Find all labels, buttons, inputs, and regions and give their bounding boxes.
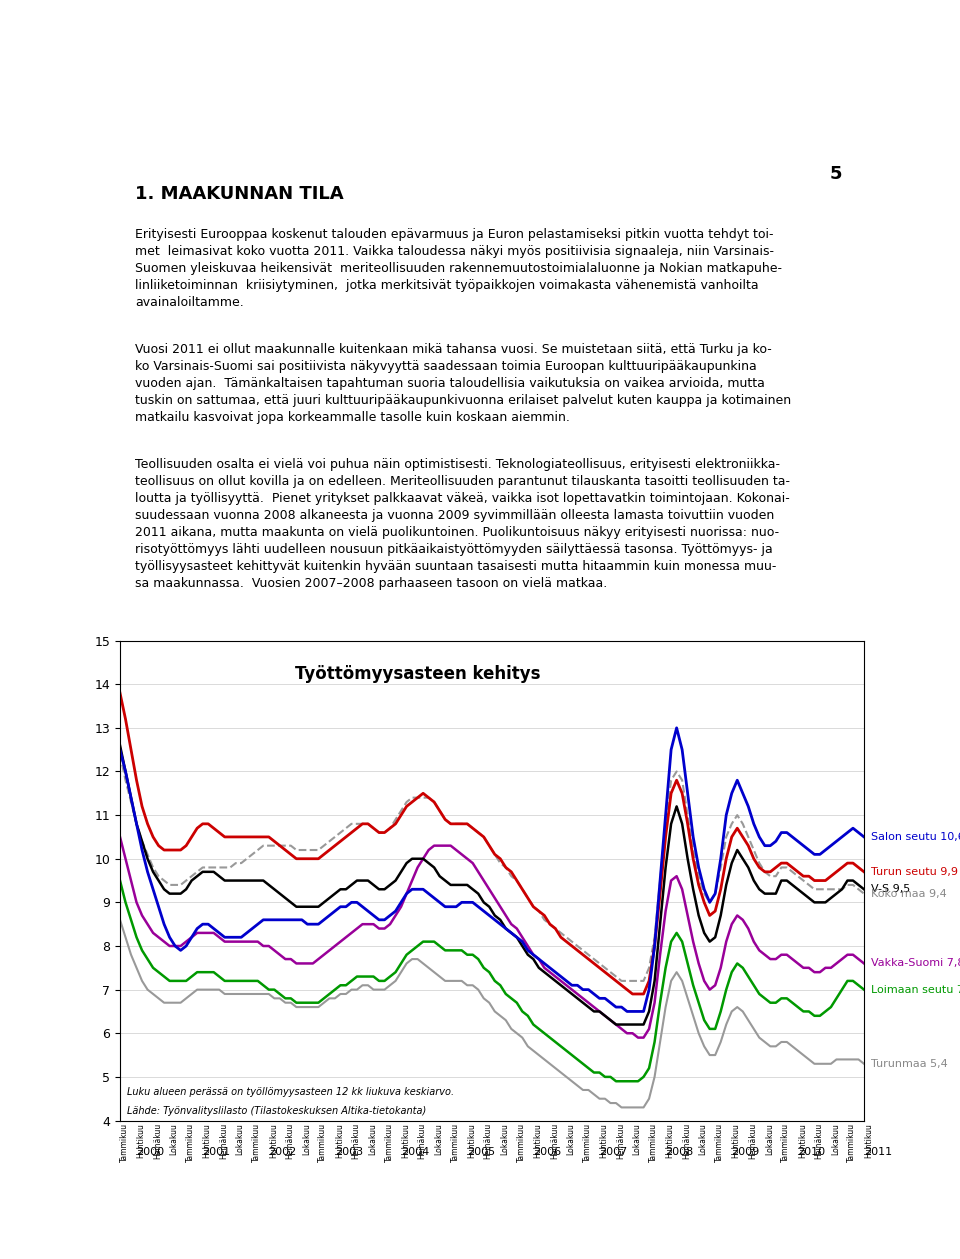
Text: 2000: 2000 bbox=[136, 1147, 164, 1157]
Text: Vuosi 2011 ei ollut maakunnalle kuitenkaan mikä tahansa vuosi. Se muistetaan sii: Vuosi 2011 ei ollut maakunnalle kuitenka… bbox=[134, 342, 791, 424]
Text: Lokakuu: Lokakuu bbox=[633, 1123, 641, 1155]
Text: Lokakuu: Lokakuu bbox=[831, 1123, 840, 1155]
Text: 1. MAAKUNNAN TILA: 1. MAAKUNNAN TILA bbox=[134, 185, 344, 203]
Text: Huhtikuu: Huhtikuu bbox=[468, 1123, 476, 1157]
Text: Teollisuuden osalta ei vielä voi puhua näin optimistisesti. Teknologiateollisuus: Teollisuuden osalta ei vielä voi puhua n… bbox=[134, 458, 790, 590]
Text: Lokakuu: Lokakuu bbox=[566, 1123, 575, 1155]
Text: Heinäkuu: Heinäkuu bbox=[616, 1123, 625, 1160]
Text: 2001: 2001 bbox=[203, 1147, 230, 1157]
Text: Vakka-Suomi 7,8: Vakka-Suomi 7,8 bbox=[871, 958, 960, 968]
Text: 2002: 2002 bbox=[269, 1147, 297, 1157]
Text: Heinäkuu: Heinäkuu bbox=[814, 1123, 824, 1160]
Text: Salon seutu 10,6: Salon seutu 10,6 bbox=[871, 832, 960, 842]
Text: Lokakuu: Lokakuu bbox=[699, 1123, 708, 1155]
Text: Tammikuu: Tammikuu bbox=[583, 1123, 592, 1162]
Text: Tammikuu: Tammikuu bbox=[450, 1123, 460, 1162]
Text: 5: 5 bbox=[829, 165, 842, 184]
Text: Tammikuu: Tammikuu bbox=[385, 1123, 394, 1162]
Text: Heinäkuu: Heinäkuu bbox=[418, 1123, 426, 1160]
Text: Huhtikuu: Huhtikuu bbox=[401, 1123, 410, 1157]
Text: Huhtikuu: Huhtikuu bbox=[798, 1123, 806, 1157]
Text: Heinäkuu: Heinäkuu bbox=[484, 1123, 492, 1160]
Text: Lokakuu: Lokakuu bbox=[500, 1123, 509, 1155]
Text: Heinäkuu: Heinäkuu bbox=[683, 1123, 691, 1160]
Text: 2007: 2007 bbox=[599, 1147, 628, 1157]
Text: Lokakuu: Lokakuu bbox=[301, 1123, 311, 1155]
Text: Loimaan seutu 7,2: Loimaan seutu 7,2 bbox=[871, 985, 960, 995]
Text: Lähde: Työnvalityslilasto (Tilastokeskuksen Altika-tietokanta): Lähde: Työnvalityslilasto (Tilastokeskuk… bbox=[128, 1105, 426, 1115]
Text: Heinäkuu: Heinäkuu bbox=[285, 1123, 295, 1160]
Text: Tammikuu: Tammikuu bbox=[516, 1123, 526, 1162]
Text: Tammikuu: Tammikuu bbox=[120, 1123, 129, 1162]
Text: V-S 9,5: V-S 9,5 bbox=[871, 884, 910, 894]
Text: Huhtikuu: Huhtikuu bbox=[599, 1123, 609, 1157]
Text: Heinäkuu: Heinäkuu bbox=[351, 1123, 360, 1160]
Text: Huhtikuu: Huhtikuu bbox=[864, 1123, 873, 1157]
Text: Tammikuu: Tammikuu bbox=[715, 1123, 724, 1162]
Text: 2003: 2003 bbox=[335, 1147, 363, 1157]
Text: Tammikuu: Tammikuu bbox=[319, 1123, 327, 1162]
Text: Luku alueen perässä on työllömyysasteen 12 kk liukuva keskiarvo.: Luku alueen perässä on työllömyysasteen … bbox=[128, 1087, 455, 1097]
Text: Huhtikuu: Huhtikuu bbox=[665, 1123, 675, 1157]
Text: Lokakuu: Lokakuu bbox=[236, 1123, 245, 1155]
Text: Tammikuu: Tammikuu bbox=[649, 1123, 658, 1162]
Text: Koko maa 9,4: Koko maa 9,4 bbox=[871, 889, 947, 899]
Text: Lokakuu: Lokakuu bbox=[765, 1123, 774, 1155]
Text: Heinäkuu: Heinäkuu bbox=[550, 1123, 559, 1160]
Text: Tammikuu: Tammikuu bbox=[848, 1123, 856, 1162]
Text: Lokakuu: Lokakuu bbox=[434, 1123, 444, 1155]
Text: Tammikuu: Tammikuu bbox=[781, 1123, 790, 1162]
Text: Työttömyysasteen kehitys: Työttömyysasteen kehitys bbox=[295, 665, 540, 682]
Text: 2009: 2009 bbox=[732, 1147, 759, 1157]
Text: 2005: 2005 bbox=[467, 1147, 495, 1157]
Text: Huhtikuu: Huhtikuu bbox=[136, 1123, 146, 1157]
Text: Huhtikuu: Huhtikuu bbox=[269, 1123, 277, 1157]
Text: 2008: 2008 bbox=[665, 1147, 693, 1157]
Text: Tammikuu: Tammikuu bbox=[186, 1123, 195, 1162]
Text: Huhtikuu: Huhtikuu bbox=[335, 1123, 344, 1157]
Text: 2011: 2011 bbox=[864, 1147, 892, 1157]
Text: Lokakuu: Lokakuu bbox=[368, 1123, 377, 1155]
Text: Huhtikuu: Huhtikuu bbox=[732, 1123, 741, 1157]
Text: 2010: 2010 bbox=[798, 1147, 826, 1157]
Text: Tammikuu: Tammikuu bbox=[252, 1123, 261, 1162]
Text: Turunmaa 5,4: Turunmaa 5,4 bbox=[871, 1059, 948, 1069]
Text: 2004: 2004 bbox=[400, 1147, 429, 1157]
Text: Erityisesti Eurooppaa koskenut talouden epävarmuus ja Euron pelastamiseksi pitki: Erityisesti Eurooppaa koskenut talouden … bbox=[134, 228, 781, 308]
Text: 2006: 2006 bbox=[533, 1147, 562, 1157]
Text: Heinäkuu: Heinäkuu bbox=[748, 1123, 757, 1160]
Text: Huhtikuu: Huhtikuu bbox=[203, 1123, 211, 1157]
Text: Turun seutu 9,9: Turun seutu 9,9 bbox=[871, 867, 958, 876]
Text: Heinäkuu: Heinäkuu bbox=[153, 1123, 162, 1160]
Text: Lokakuu: Lokakuu bbox=[170, 1123, 179, 1155]
Text: Huhtikuu: Huhtikuu bbox=[534, 1123, 542, 1157]
Text: Heinäkuu: Heinäkuu bbox=[219, 1123, 228, 1160]
